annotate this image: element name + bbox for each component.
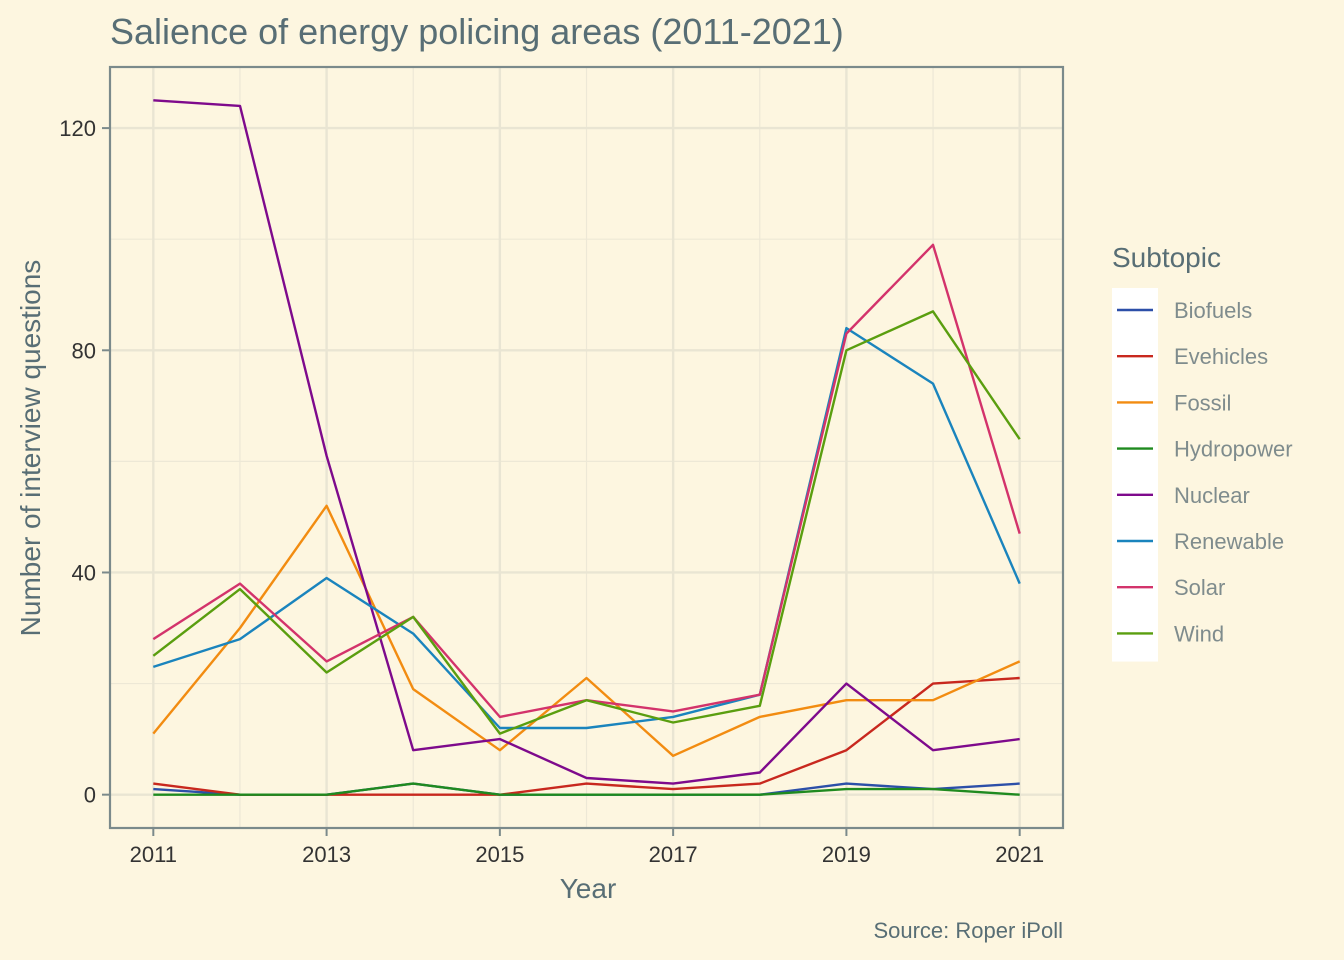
legend-label: Fossil [1174,390,1231,415]
legend-label: Renewable [1174,529,1284,554]
x-tick-label: 2021 [995,842,1044,867]
series-line-nuclear [153,99,1020,785]
chart-caption: Source: Roper iPoll [873,918,1063,943]
gridlines [110,67,1063,828]
axes: 2011 2013 2015 2017 2019 2021 0 40 80 120 [59,65,1065,867]
x-tick-label: 2017 [649,842,698,867]
x-tick-label: 2013 [302,842,351,867]
chart-title: Salience of energy policing areas (2011-… [110,11,844,52]
legend-label: Wind [1174,621,1224,646]
legend-label: Hydropower [1174,437,1293,462]
panel-border [108,65,1065,830]
x-axis-title: Year [560,873,617,904]
legend-title: Subtopic [1112,242,1221,273]
y-tick-label: 80 [72,338,96,363]
x-tick-label: 2015 [475,842,524,867]
series-line-renewable [152,326,1021,730]
legend-label: Biofuels [1174,298,1252,323]
y-tick-label: 40 [72,560,96,585]
legend: Subtopic Biofuels Evehicles Fossil Hydropow… [1112,242,1293,662]
series-line-hydropower [153,782,1020,796]
series-line-wind [152,310,1021,735]
legend-label: Solar [1174,575,1225,600]
y-tick-label: 0 [84,783,96,808]
y-axis-title: Number of interview questions [15,260,46,637]
x-tick-label: 2019 [822,842,871,867]
series-lines [152,99,1021,796]
y-tick-label: 120 [59,116,96,141]
x-tick-label: 2011 [130,842,177,867]
series-line-fossil [152,504,1021,757]
legend-key-background [1112,288,1158,662]
legend-label: Nuclear [1174,483,1250,508]
legend-label: Evehicles [1174,344,1268,369]
